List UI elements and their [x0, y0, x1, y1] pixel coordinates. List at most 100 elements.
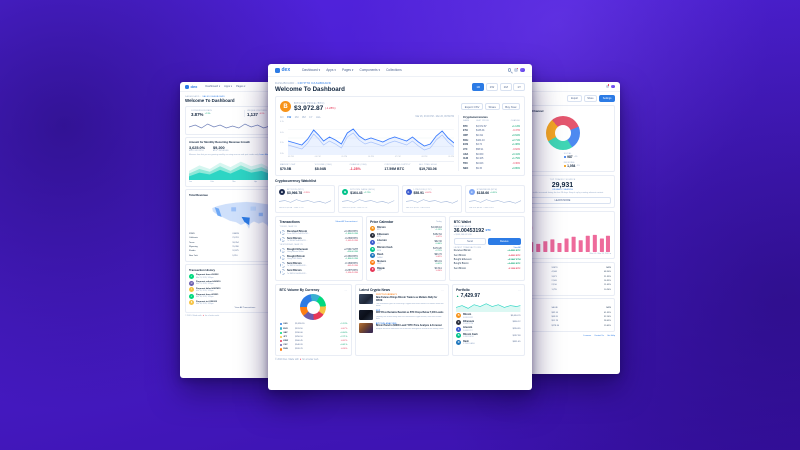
wallet-transaction-row[interactable]: Received Bitcoin +0.4503 BTC	[453, 250, 521, 253]
crypto-index-row[interactable]: XLM $0.105 +1.79%	[463, 157, 520, 161]
date-range-dropdown[interactable]: Mar 01 - Mar 26, 2019 ▾	[589, 253, 611, 256]
price-row[interactable]: D Dash DASH $93.70 -0.62%	[370, 253, 442, 259]
send-button[interactable]: Send	[453, 237, 487, 245]
news-title: New Futures Brings Bitcoin Traders as Ma…	[375, 296, 438, 302]
news-item[interactable]: Bitcoin Analysis BitcoinTrend to $6000 L…	[359, 322, 444, 333]
news-item[interactable]: Cryptocurrency New Futures Brings Bitcoi…	[359, 294, 444, 307]
watchlist-card[interactable]: B Bitcoin Cash (BCH) $164.43 +2.71% 24H V…	[338, 184, 399, 213]
portfolio-row[interactable]: Ł Litecoin 5.0000 LTC $294.55	[456, 326, 521, 332]
card-menu-icon[interactable]: ···	[344, 288, 348, 293]
crypto-index-row[interactable]: XRP $0.311 +0.64%	[463, 133, 520, 137]
avatar[interactable]	[611, 84, 615, 89]
action-button[interactable]: Export	[567, 95, 582, 102]
search-icon[interactable]	[508, 68, 512, 72]
sessions-donut-chart[interactable]	[545, 115, 580, 150]
view-all-link[interactable]: View All Transactions	[234, 306, 256, 309]
bell-icon[interactable]	[605, 84, 610, 89]
wallet-transaction-row[interactable]: Bought Ethereum +2.5647 ETH	[453, 259, 521, 262]
portfolio-row[interactable]: Ξ Ethereum 2.5647 ETH $356.12	[456, 319, 521, 326]
price-label: Bitcoin Price (BTC)	[294, 101, 325, 105]
crypto-index-row[interactable]: NEO $9.15 +0.86%	[463, 166, 520, 170]
crypto-index-row[interactable]: BTC $3,972.87 +1.13%	[463, 124, 520, 128]
portfolio-card: Portfolio ··· ▲ 7,429.97	[451, 283, 525, 357]
crypto-index-row[interactable]: LTC $58.91 -0.62%	[463, 147, 520, 151]
crypto-index-row[interactable]: TRX $0.023 -0.36%	[463, 162, 520, 166]
action-button[interactable]: Export CSV	[461, 103, 483, 110]
transaction-row[interactable]: ↑ Sent Bitcoin To 3M2VcYaEXKvPiR… -0.257…	[279, 269, 358, 275]
nav-item[interactable]: Pages ▾	[341, 68, 354, 72]
price-row[interactable]: B Bitcoin Cash BCH $170.20 +2.71%	[370, 246, 442, 252]
price-row[interactable]: B Bitcoin BTC $4,008.10 +1.13%	[370, 225, 442, 231]
watchlist-card[interactable]: Ł Litecoin (LTC) $58.91 -0.62% 24H VOL $2…	[401, 184, 462, 213]
footer-link[interactable]: Licenses	[583, 334, 592, 337]
tab[interactable]: 1Y	[309, 115, 313, 119]
news-item[interactable]: XRP XRP Price Remains Bearish as BTC Dro…	[359, 310, 444, 321]
nav-item[interactable]: Apps ▾	[224, 85, 233, 88]
app-logo[interactable]: dex	[275, 67, 290, 73]
avatar[interactable]	[520, 67, 525, 73]
nav-item[interactable]: Components ▾	[359, 68, 381, 72]
bitcoin-line-chart[interactable]	[288, 121, 454, 155]
show-all-link[interactable]: Show All Transactions ›	[335, 221, 359, 224]
footer-link[interactable]: Get Help	[607, 334, 615, 337]
watchlist-card[interactable]: Ξ Ethereum (ETH) $138.66 +0.91% 24H VOL $…	[464, 184, 525, 213]
sessions-bar-chart[interactable]	[514, 234, 611, 253]
transaction-row[interactable]: ↑ Sent Bitcoin To 3M2VcYaEXKvPiR… -0.150…	[279, 262, 358, 268]
nav-item[interactable]: Dashboard ▾	[302, 68, 321, 72]
tab[interactable]: 1M	[294, 115, 299, 119]
card-menu-icon[interactable]: ···	[441, 288, 445, 293]
price-row[interactable]: M Monero XMR $54.01 +0.41%	[370, 260, 442, 266]
range-button[interactable]: 1Y	[513, 83, 525, 91]
wallet-transaction-row[interactable]: Sent Bitcoin -0.4503 BTC	[453, 254, 521, 257]
action-button[interactable]: Share	[583, 95, 598, 102]
nav-item[interactable]: Apps ▾	[326, 68, 336, 72]
transaction-row[interactable]: ↓ Received Bitcoin From 3M2VcYaEXKvPiR… …	[279, 229, 358, 236]
tab[interactable]: 3M	[301, 115, 306, 119]
action-button[interactable]: Share	[484, 103, 500, 110]
price-row[interactable]: Ł Litecoin LTC $62.30 +0.64%	[370, 239, 442, 245]
mrr-text: Measure how fast you are growing monthly…	[189, 153, 270, 156]
news-snippet: Liquidity has shifted away from the fan-…	[375, 315, 442, 321]
receive-button[interactable]: Receive	[488, 237, 521, 245]
watchlist-card[interactable]: B Bitcoin (BTC) $3,966.78 -1.28% 24H VOL …	[275, 184, 336, 213]
tab[interactable]: 1W	[286, 115, 292, 119]
nav-item[interactable]: Dashboard ▾	[205, 85, 221, 88]
wallet-transaction-row[interactable]: Bought Bitcoin +0.4503 BTC	[453, 263, 521, 266]
crypto-index-row[interactable]: EOS $3.74 +1.08%	[463, 143, 520, 147]
footer-link[interactable]: Contact Us	[594, 334, 605, 337]
learn-more-link[interactable]: Learn More	[259, 153, 270, 156]
portfolio-row[interactable]: D Dash 3.7500 DASH $351.45	[456, 339, 521, 345]
action-button[interactable]: Buy Now	[501, 103, 520, 110]
legend-row: RUB $120.70 -0.36%	[279, 347, 347, 351]
crypto-index-row[interactable]: BCH $164.43 +2.71%	[463, 138, 520, 142]
btc-volume-card: BTC Volume By Currency ··· USD $1,859.20…	[275, 283, 352, 357]
coin-icon: B	[456, 333, 462, 339]
transaction-row[interactable]: ↓ Bought Ethereum Using Bitcoin Wallet +…	[279, 247, 358, 254]
crypto-index-row[interactable]: ETH $136.91 -0.47%	[463, 129, 520, 133]
portfolio-row[interactable]: B Bitcoin Cash 1.2001 BCH $197.38	[456, 333, 521, 339]
transaction-row[interactable]: ↓ Bought Bitcoin Using USD Wallet +0.450…	[279, 254, 358, 261]
price-row[interactable]: X Ripple XRP $0.311 -0.36%	[370, 267, 442, 273]
range-button[interactable]: 1M	[499, 83, 512, 91]
logo-icon	[275, 67, 280, 73]
tab[interactable]: 1D	[280, 115, 284, 119]
action-button[interactable]: Settings	[599, 95, 615, 102]
app-logo[interactable]: dex	[185, 84, 197, 89]
price-change: (-1.28%)	[324, 106, 336, 110]
range-button[interactable]: 1W	[485, 83, 499, 91]
transaction-row[interactable]: ↑ Sent Bitcoin To 3NJHYSaEXKvPiR… -0.250…	[279, 236, 358, 243]
wallet-transaction-row[interactable]: Sent Bitcoin -0.1508 BTC	[453, 267, 521, 270]
card-title: Transactions	[279, 220, 300, 225]
bell-icon[interactable]	[513, 67, 519, 72]
nav-item[interactable]: Pages ▾	[236, 85, 246, 88]
portfolio-row[interactable]: B Bitcoin 0.9201 BTC $3,654.70	[456, 313, 521, 319]
crypto-index-row[interactable]: ADA $0.060 +0.41%	[463, 152, 520, 156]
price-row[interactable]: Ξ Ethereum ETH $152.64 -0.47%	[370, 232, 442, 238]
legend-dot	[279, 327, 282, 330]
card-menu-icon[interactable]: ···	[517, 288, 521, 293]
view-all-link[interactable]: View All	[513, 247, 521, 250]
volume-donut-chart[interactable]	[300, 294, 327, 321]
range-button[interactable]: 1D	[472, 83, 485, 91]
nav-item[interactable]: Collections	[386, 68, 402, 72]
tab[interactable]: ALL	[315, 115, 321, 119]
